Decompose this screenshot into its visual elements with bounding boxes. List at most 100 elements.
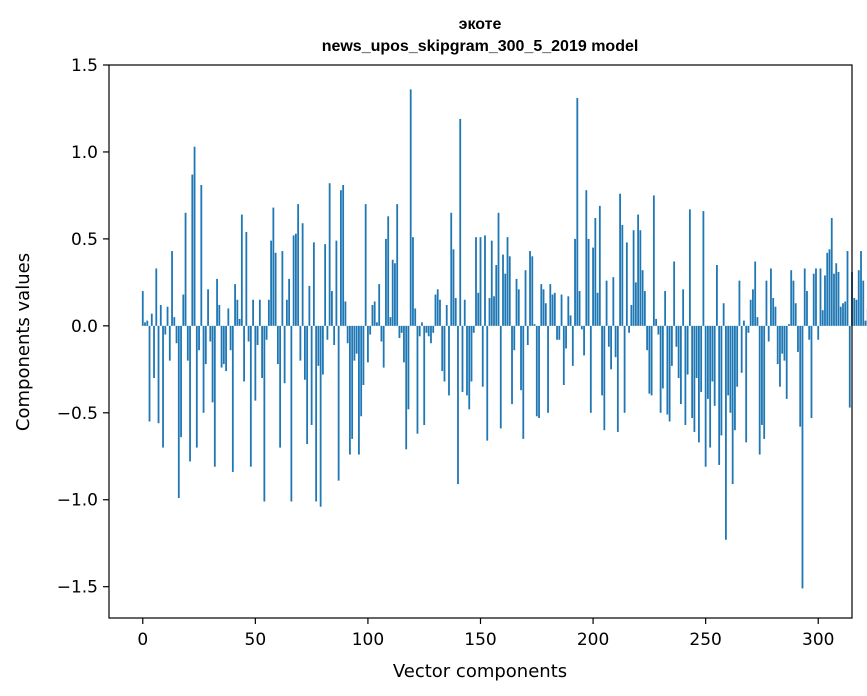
bar — [749, 299, 752, 326]
bar — [387, 216, 390, 326]
bar — [520, 325, 522, 391]
bar — [443, 325, 446, 382]
bar — [616, 325, 619, 432]
bar — [632, 230, 635, 326]
bar — [349, 325, 351, 455]
bar — [146, 320, 149, 326]
bar — [797, 325, 799, 352]
bar — [704, 325, 707, 467]
bar — [274, 252, 277, 326]
bar — [517, 289, 520, 326]
bar — [625, 242, 628, 326]
bar — [164, 325, 167, 335]
bar — [785, 325, 788, 399]
bar — [254, 325, 257, 401]
chart-title: экоте — [459, 16, 502, 33]
bar — [495, 264, 498, 326]
bar — [472, 325, 475, 333]
bar — [603, 325, 606, 431]
bar — [511, 325, 513, 405]
bar — [457, 325, 459, 485]
bar — [331, 291, 333, 326]
bar — [513, 325, 516, 351]
bar — [508, 256, 511, 326]
bar — [400, 325, 403, 333]
bar — [216, 278, 218, 326]
y-tick-label: −1.5 — [57, 578, 98, 598]
bar — [803, 268, 806, 326]
bar — [790, 270, 793, 326]
bar — [857, 270, 860, 326]
bar — [691, 325, 694, 419]
bar — [605, 280, 608, 326]
bar — [558, 325, 561, 340]
bar — [207, 289, 209, 326]
bar — [535, 325, 538, 417]
bar — [324, 244, 327, 326]
bar — [576, 98, 579, 326]
bar — [709, 325, 712, 448]
bar — [249, 325, 252, 467]
bar — [502, 254, 504, 326]
bar — [448, 325, 450, 396]
bar — [265, 325, 268, 340]
bar — [702, 211, 705, 326]
bar — [700, 325, 703, 392]
bar — [765, 280, 768, 326]
bar — [565, 325, 567, 349]
bar — [231, 325, 234, 472]
bar — [774, 306, 777, 326]
bar — [646, 325, 649, 351]
bar — [594, 218, 597, 326]
bar — [711, 325, 714, 382]
bar — [607, 325, 610, 347]
bar — [299, 325, 302, 361]
bar — [806, 291, 808, 326]
bar — [258, 299, 261, 326]
bar — [738, 280, 741, 326]
bar — [824, 275, 826, 326]
bar — [837, 271, 840, 326]
bar — [668, 325, 671, 422]
bar — [162, 325, 164, 448]
bar — [267, 299, 270, 326]
bar — [285, 299, 288, 326]
bar — [346, 325, 349, 344]
bar — [261, 325, 263, 379]
bar — [628, 325, 630, 333]
bar — [781, 325, 784, 354]
bar — [542, 289, 545, 326]
bar — [394, 263, 396, 326]
bar — [855, 299, 858, 326]
bar — [358, 325, 360, 455]
bar — [819, 268, 822, 326]
bar — [159, 304, 162, 326]
bar — [220, 325, 223, 368]
bar — [693, 325, 696, 432]
bar — [171, 251, 173, 326]
bar — [526, 325, 529, 345]
bar — [463, 299, 466, 326]
bar — [175, 325, 178, 344]
bar — [441, 325, 444, 372]
bar — [580, 325, 583, 330]
bar — [301, 223, 304, 326]
bar — [364, 204, 367, 326]
bar — [279, 325, 282, 448]
bar — [499, 325, 502, 429]
bar — [281, 251, 284, 326]
bar — [657, 325, 660, 335]
bar — [848, 325, 851, 408]
bar — [355, 325, 358, 354]
y-tick-label: 1.5 — [71, 56, 98, 76]
bar — [601, 325, 603, 396]
bar — [319, 325, 322, 507]
bar — [326, 325, 329, 340]
bar — [574, 238, 576, 326]
bar — [569, 315, 572, 326]
y-tick-label: −1.0 — [57, 491, 98, 511]
bar — [376, 322, 378, 326]
bar — [794, 303, 797, 326]
bar — [434, 294, 437, 326]
bar — [596, 292, 599, 326]
